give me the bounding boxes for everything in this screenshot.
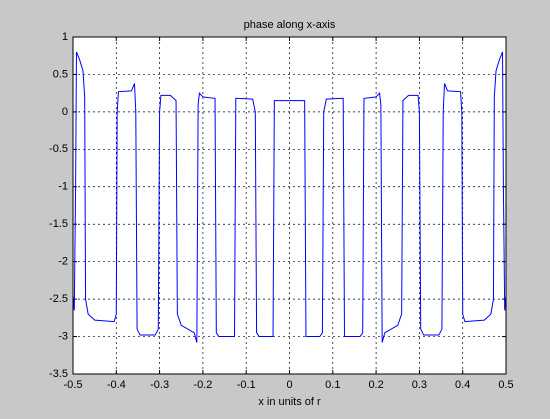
x-tick-label: 0.3 <box>412 379 427 391</box>
y-tick-label: -0.5 <box>49 143 68 155</box>
x-tick-label: -0.4 <box>107 379 126 391</box>
chart-title: phase along x-axis <box>244 19 336 31</box>
x-tick-label: -0.5 <box>64 379 83 391</box>
x-tick-label: 0 <box>286 379 292 391</box>
y-tick-label: -2.5 <box>49 293 68 305</box>
axes-box <box>72 36 507 375</box>
y-tick-label: -2 <box>58 256 68 268</box>
x-tick-label: 0.1 <box>325 379 340 391</box>
x-tick-label: 0.2 <box>368 379 383 391</box>
x-tick-label: -0.2 <box>193 379 212 391</box>
y-tick-label: 0.5 <box>53 68 68 80</box>
y-tick-label: -3.5 <box>49 368 68 380</box>
x-tick-label: -0.1 <box>237 379 256 391</box>
y-tick-label: 1 <box>62 31 68 43</box>
x-tick-label: -0.3 <box>150 379 169 391</box>
x-tick-label: 0.5 <box>498 379 513 391</box>
y-tick-label: -3 <box>58 330 68 342</box>
y-tick-label: 0 <box>62 106 68 118</box>
x-tick-label: 0.4 <box>455 379 470 391</box>
x-axis-label: x in units of r <box>258 396 321 408</box>
data-line <box>72 51 507 343</box>
y-tick-label: -1.5 <box>49 218 68 230</box>
y-tick-label: -1 <box>58 181 68 193</box>
